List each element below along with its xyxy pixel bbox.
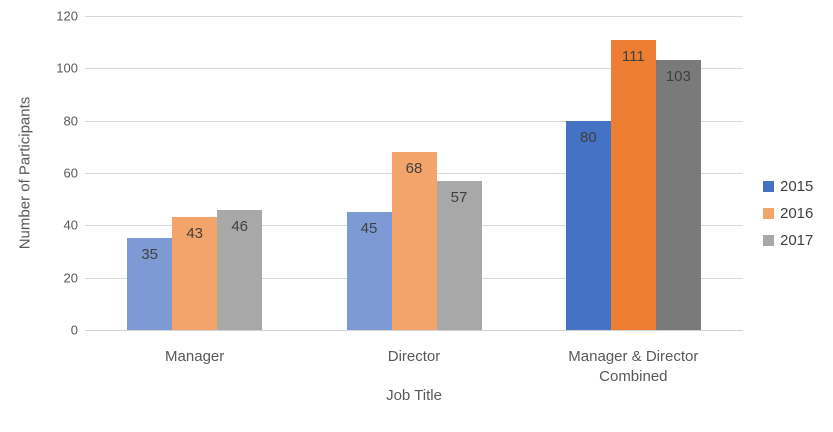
data-label: 45 [360, 220, 378, 238]
y-axis-tick-label: 0 [70, 322, 78, 338]
legend-item-2017: 2017 [763, 232, 813, 249]
y-axis-tick-label: 120 [56, 8, 78, 24]
legend-swatch-icon [763, 181, 774, 192]
legend-swatch-icon [763, 235, 774, 246]
data-label: 80 [579, 128, 597, 146]
bar-2017-director [436, 180, 482, 330]
legend-item-2015: 2015 [763, 178, 813, 195]
legend-label: 2016 [780, 205, 814, 222]
data-label: 103 [665, 68, 691, 86]
legend-label: 2015 [780, 178, 814, 195]
y-axis-tick-label: 40 [63, 217, 78, 233]
y-axis-tick-label: 80 [63, 113, 78, 129]
bar-2015-director [346, 212, 392, 330]
gridline [85, 16, 743, 17]
bar-2015-manager [127, 238, 173, 330]
category-label: Manager [165, 348, 225, 365]
data-label: 111 [621, 47, 645, 65]
bar-2015-manager-director-combined [565, 120, 611, 330]
gridline [85, 68, 743, 69]
data-label: 57 [450, 188, 468, 206]
y-axis-title: Number of Participants [16, 96, 34, 250]
y-axis-tick-label: 20 [63, 270, 78, 286]
data-label: 43 [186, 225, 203, 243]
legend: 2015 2016 2017 [763, 178, 813, 249]
bar-2016-manager [172, 217, 218, 330]
y-axis-tick-label: 100 [56, 60, 78, 76]
bar-2017-manager [217, 209, 263, 330]
y-axis-tick-label: 60 [63, 165, 78, 181]
legend-item-2016: 2016 [763, 205, 813, 222]
bar-2017-manager-director-combined [655, 60, 701, 330]
legend-label: 2017 [780, 232, 814, 249]
x-axis-title: Job Title [386, 387, 442, 404]
legend-swatch-icon [763, 208, 774, 219]
bar-2016-director [391, 152, 437, 330]
x-axis-line [85, 330, 743, 331]
data-label: 68 [405, 160, 423, 178]
data-label: 35 [141, 246, 158, 264]
category-label: Manager & Director Combined [568, 348, 699, 385]
data-label: 46 [231, 217, 248, 235]
category-label: Director [387, 348, 441, 365]
gridline [85, 121, 743, 122]
bar-2016-manager-director-combined [610, 39, 656, 330]
